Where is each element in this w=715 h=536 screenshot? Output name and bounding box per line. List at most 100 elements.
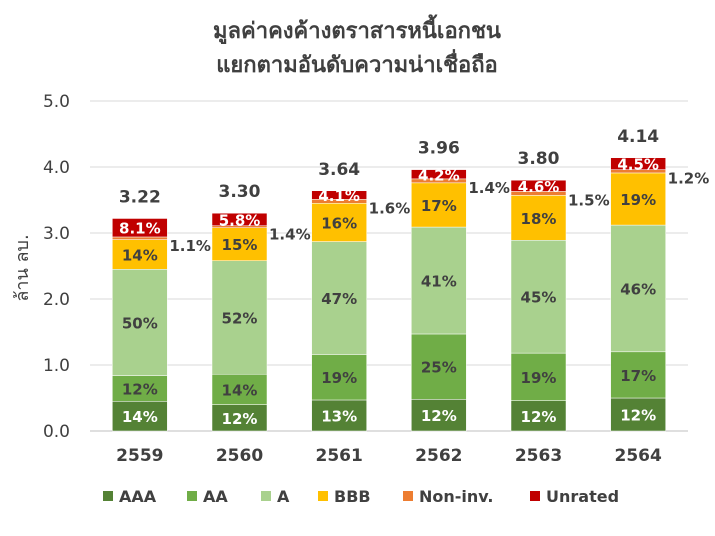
bar-segment-bbb <box>311 203 367 242</box>
bar-segment-a <box>211 260 268 375</box>
data-label: 12% <box>222 410 258 428</box>
data-label: 47% <box>321 290 357 308</box>
bar-segment-aa <box>112 375 168 402</box>
legend-swatch <box>403 491 413 501</box>
x-tick-label: 2560 <box>216 446 263 466</box>
total-label: 3.80 <box>518 149 560 169</box>
total-label: 4.14 <box>617 127 659 147</box>
bar-segment-unrated <box>311 190 367 200</box>
data-label: 45% <box>521 289 557 307</box>
bar-segment-aa <box>510 352 567 401</box>
x-axis-ticks: 2559 2560 2561 2562 2563 2564 <box>116 446 662 466</box>
legend-swatch <box>187 491 197 501</box>
chart-title-line-2: แยกตามอันดับความน่าเชื่อถือ <box>216 48 498 78</box>
bar-segment-aaa <box>211 404 268 432</box>
bar-segment-aa <box>411 333 467 400</box>
x-tick-label: 2563 <box>515 446 562 466</box>
data-label: 19% <box>321 369 357 387</box>
bar-segment-aa <box>311 354 367 401</box>
bar-segment-a <box>112 269 168 376</box>
data-label: 1.5% <box>568 191 610 209</box>
total-label: 3.22 <box>119 187 161 207</box>
data-label: 17% <box>620 367 656 385</box>
y-tick-label: 2.0 <box>43 290 70 310</box>
y-tick-label: 3.0 <box>43 224 70 244</box>
data-label: 41% <box>421 273 457 291</box>
legend-item: BBB <box>318 487 371 506</box>
bar-segment-aaa <box>510 400 567 432</box>
data-label: 4.2% <box>418 166 460 184</box>
bar-stacks: 14% 12% 50% 14% 1.1% 8.1% 3.22 12% 14% 52% 15% 1.4%… <box>112 127 710 432</box>
chart-title-line-1: มูลค่าคงค้างตราสารหนี้เอกชน <box>213 14 501 45</box>
bar-segment-a <box>610 224 666 353</box>
bar-segment-unrated <box>510 179 567 192</box>
bar-segment-bbb <box>510 195 567 241</box>
data-label: 18% <box>521 210 557 228</box>
gridlines <box>90 100 688 432</box>
bar-segment-a <box>311 241 367 355</box>
data-label: 14% <box>122 408 158 426</box>
data-label: 4.5% <box>617 156 659 174</box>
data-label: 17% <box>421 197 457 215</box>
data-label: 8.1% <box>119 220 161 238</box>
data-label: 15% <box>222 236 258 254</box>
legend-label: Non-inv. <box>419 487 494 506</box>
data-label: 46% <box>620 280 656 298</box>
data-label: 19% <box>620 191 656 209</box>
bar-segment-aaa <box>610 397 666 432</box>
data-label: 25% <box>421 359 457 377</box>
data-label: 52% <box>222 309 258 327</box>
bar-stack-2562: 12% 25% 41% 17% 1.4% 4.2% 3.96 <box>411 139 510 432</box>
total-label: 3.30 <box>219 182 261 202</box>
data-label: 13% <box>321 407 357 425</box>
legend-item: Unrated <box>530 487 619 506</box>
data-label: 1.2% <box>668 170 710 188</box>
legend-swatch <box>261 491 271 501</box>
bar-stack-2563: 12% 19% 45% 18% 1.5% 4.6% 3.80 <box>510 149 610 432</box>
data-label: 1.4% <box>468 179 510 197</box>
total-label: 3.96 <box>418 139 460 159</box>
legend: AAA AA A BBB Non-inv. Unrated <box>103 487 619 506</box>
bar-segment-bbb <box>610 172 666 226</box>
bar-segment-unrated <box>610 157 666 170</box>
bar-segment-aa <box>211 373 268 405</box>
legend-label: AA <box>203 487 228 506</box>
legend-item: AAA <box>103 487 157 506</box>
data-label: 1.4% <box>269 226 311 244</box>
y-axis-ticks: 0.0 1.0 2.0 3.0 4.0 5.0 <box>43 92 70 442</box>
legend-label: AAA <box>119 487 157 506</box>
total-label: 3.64 <box>318 160 360 180</box>
x-tick-label: 2561 <box>316 446 363 466</box>
legend-swatch <box>530 491 540 501</box>
bar-segment-aa <box>610 351 666 399</box>
bar-segment-aaa <box>311 399 367 432</box>
y-tick-label: 0.0 <box>43 422 70 442</box>
data-label: 16% <box>321 214 357 232</box>
bar-segment-a <box>510 240 567 354</box>
bar-stack-2564: 12% 17% 46% 19% 1.2% 4.5% 4.14 <box>610 127 710 432</box>
data-label: 12% <box>421 407 457 425</box>
data-label: 12% <box>620 407 656 425</box>
bar-stack-2560: 12% 14% 52% 15% 1.4% 5.8% 3.30 <box>211 182 311 432</box>
bar-segment-unrated <box>411 169 467 180</box>
data-label: 1.6% <box>369 199 411 217</box>
data-label: 1.1% <box>169 237 211 255</box>
bar-stack-2561: 13% 19% 47% 16% 1.6% 4.1% 3.64 <box>311 160 411 432</box>
legend-item: Non-inv. <box>403 487 494 506</box>
legend-label: Unrated <box>546 487 619 506</box>
y-axis-label: ล้าน ลบ. <box>12 234 33 301</box>
bar-segment-unrated <box>211 212 268 226</box>
legend-label: A <box>277 487 290 506</box>
bar-segment-unrated <box>112 218 168 238</box>
legend-label: BBB <box>334 487 371 506</box>
bar-stack-2559: 14% 12% 50% 14% 1.1% 8.1% 3.22 <box>112 187 211 432</box>
bar-segment-aaa <box>112 401 168 432</box>
data-label: 4.1% <box>318 187 360 205</box>
x-tick-label: 2562 <box>415 446 462 466</box>
data-label: 4.6% <box>518 178 560 196</box>
bar-segment-a <box>411 226 467 335</box>
legend-item: A <box>261 487 290 506</box>
y-tick-label: 4.0 <box>43 158 70 178</box>
data-label: 14% <box>122 246 158 264</box>
